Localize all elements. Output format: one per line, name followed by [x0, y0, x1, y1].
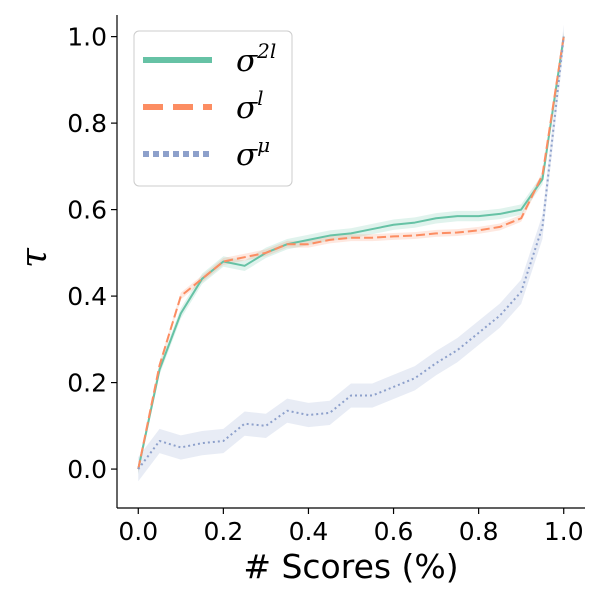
x-tick-label: 0.2 — [203, 517, 243, 546]
legend-box — [133, 30, 293, 187]
x-tick-label: 0.0 — [118, 517, 158, 546]
series-band-2 — [138, 24, 564, 482]
y-tick-label: 0.2 — [67, 369, 107, 398]
x-tick-label: 0.8 — [459, 517, 499, 546]
x-axis-title: # Scores (%) — [243, 547, 458, 586]
y-tick-label: 1.0 — [67, 23, 107, 52]
series-lines — [137, 36, 565, 470]
x-tick-label: 1.0 — [544, 517, 584, 546]
axes — [116, 15, 585, 509]
y-tick-label: 0.8 — [67, 109, 107, 138]
y-tick-label: 0.4 — [67, 282, 107, 311]
y-tick-label: 0.0 — [67, 455, 107, 484]
legend-label-base: σ — [236, 137, 258, 173]
x-tick-label: 0.4 — [289, 517, 329, 546]
legend-label-base: σ — [236, 43, 258, 79]
y-ticks: 0.0 0.2 0.4 0.6 0.8 1.0 — [67, 23, 117, 484]
legend-label-superscript: l — [257, 86, 263, 110]
x-tick-label: 0.6 — [374, 517, 414, 546]
y-axis-title: τ — [14, 247, 55, 268]
legend-label-superscript: μ — [257, 133, 270, 157]
x-ticks: 0.0 0.2 0.4 0.6 0.8 1.0 — [118, 508, 584, 546]
legend-label-superscript: 2l — [256, 39, 276, 63]
series-line-1 — [137, 36, 565, 470]
confidence-bands — [138, 24, 564, 482]
legend-label-1: σl — [236, 86, 264, 126]
legend-label-0: σ2l — [236, 39, 276, 79]
y-tick-label: 0.6 — [67, 196, 107, 225]
legend-label-2: σμ — [236, 133, 270, 173]
legend-label-base: σ — [236, 90, 258, 126]
